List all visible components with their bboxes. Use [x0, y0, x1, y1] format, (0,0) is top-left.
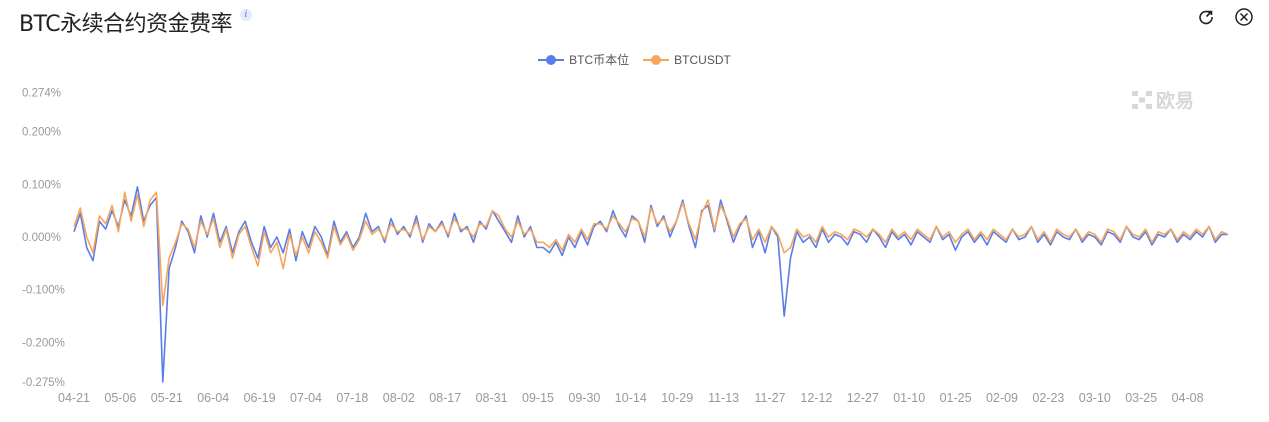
info-icon[interactable]: i [240, 9, 252, 21]
legend-label: BTCUSDT [674, 52, 731, 67]
x-tick-label: 04-08 [1172, 391, 1204, 405]
x-tick-label: 03-25 [1125, 391, 1157, 405]
legend-item-btcusdt[interactable]: BTCUSDT [643, 51, 731, 68]
close-icon[interactable] [1233, 6, 1255, 28]
x-tick-label: 09-30 [568, 391, 600, 405]
y-tick-label: 0.200% [22, 127, 61, 139]
y-tick-label: 0.000% [22, 232, 61, 244]
x-tick-label: 12-12 [800, 391, 832, 405]
x-tick-label: 02-23 [1032, 391, 1064, 405]
series-line-btcusdt [73, 191, 1229, 307]
x-tick-label: 08-02 [383, 391, 415, 405]
x-tick-label: 03-10 [1079, 391, 1111, 405]
series-line-btc-coin [73, 186, 1228, 383]
y-tick-label: -0.200% [22, 337, 65, 349]
x-tick-label: 07-18 [336, 391, 368, 405]
x-tick-label: 11-27 [754, 391, 785, 405]
y-tick-label: -0.275% [22, 377, 65, 389]
x-tick-label: 12-27 [847, 391, 879, 405]
x-tick-label: 05-21 [151, 391, 183, 405]
legend-item-btc-coin[interactable]: BTC币本位 [538, 51, 629, 68]
page-title: BTC永续合约资金费率 [19, 12, 233, 37]
x-tick-label: 05-06 [104, 391, 136, 405]
x-tick-label: 02-09 [986, 391, 1018, 405]
legend-marker-icon [643, 54, 670, 65]
x-tick-label: 08-31 [476, 391, 508, 405]
x-tick-label: 10-29 [661, 391, 693, 405]
y-tick-label: 0.274% [22, 88, 61, 100]
x-tick-label: 09-15 [522, 391, 554, 405]
refresh-icon[interactable] [1195, 6, 1217, 28]
x-tick-label: 07-04 [290, 391, 322, 405]
x-tick-label: 06-19 [244, 391, 276, 405]
y-tick-label: 0.100% [22, 179, 61, 191]
x-tick-label: 10-14 [615, 391, 647, 405]
watermark-logo: 欧易 [1132, 86, 1194, 113]
watermark-text: 欧易 [1156, 90, 1195, 112]
x-tick-label: 11-13 [708, 391, 739, 405]
legend-label: BTC币本位 [569, 53, 630, 67]
x-tick-label: 04-21 [58, 391, 90, 405]
x-tick-label: 06-04 [197, 391, 229, 405]
x-tick-label: 08-17 [429, 391, 461, 405]
legend-marker-icon [538, 54, 565, 65]
x-tick-label: 01-10 [893, 391, 925, 405]
chart-legend: BTC币本位 BTCUSDT [0, 51, 1269, 68]
y-tick-label: -0.100% [22, 285, 65, 297]
x-tick-label: 01-25 [940, 391, 972, 405]
